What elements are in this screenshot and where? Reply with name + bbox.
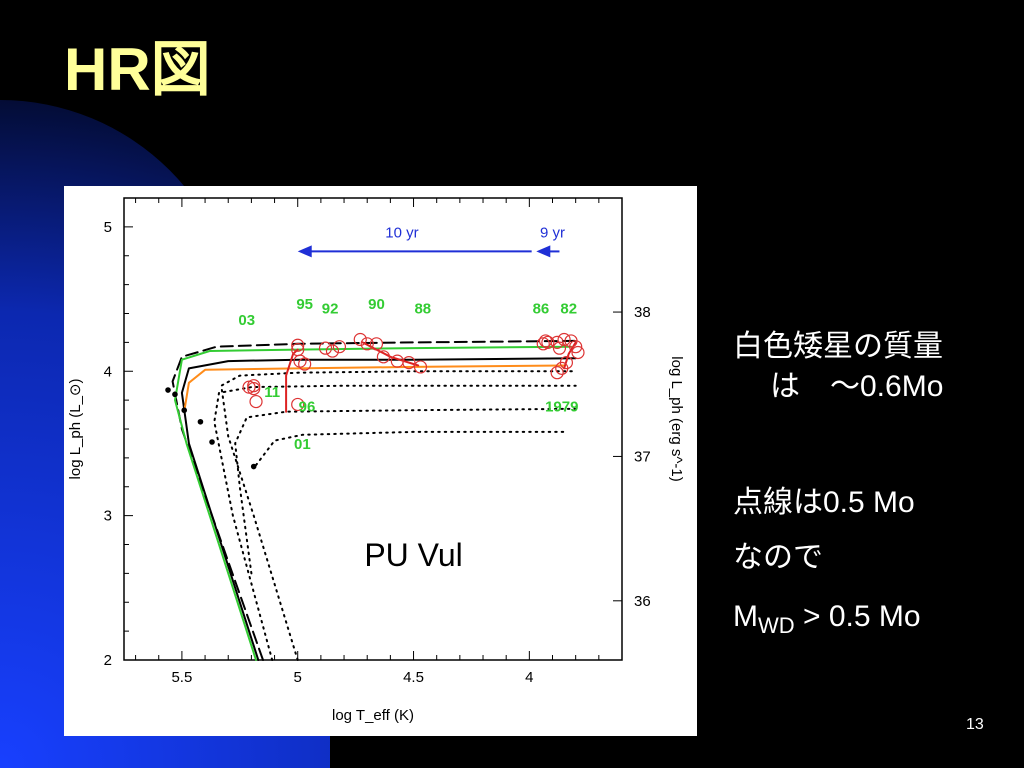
note-line-mwd: MWD > 0.5 Mo [733, 600, 921, 638]
year-label-86: 86 [533, 301, 550, 318]
observation-point [376, 350, 391, 364]
observation-point [247, 381, 261, 396]
plot-frame [123, 197, 623, 661]
note-line-3: 点線は0.5 Mo [733, 486, 915, 519]
time-arrow-label-0: 10 yr [385, 224, 418, 241]
series-line-6 [234, 407, 577, 575]
observation-point [413, 360, 428, 374]
observation-point [571, 345, 585, 360]
x-tick-label: 4 [525, 669, 533, 686]
observation-point [552, 341, 567, 355]
track-start-point [172, 391, 178, 398]
series-line-3 [183, 364, 566, 413]
year-label-82: 82 [560, 301, 577, 318]
page-number: 13 [966, 716, 984, 733]
observation-point [353, 332, 367, 347]
observation-point [332, 340, 347, 354]
note-line-4: なので [733, 541, 823, 574]
note-line-1: 白色矮星の質量 [733, 330, 943, 363]
series-line-8 [285, 348, 299, 413]
observation-point [291, 338, 305, 352]
track-start-point [250, 463, 257, 470]
observation-point [291, 397, 305, 412]
track-start-point [197, 418, 204, 425]
observation-point [293, 354, 307, 368]
track-start-point [209, 439, 215, 445]
y-tick-label: 5 [104, 219, 112, 236]
series-line-1 [180, 357, 577, 661]
x-tick-label: 5 [294, 669, 302, 686]
year-label-88: 88 [414, 301, 431, 318]
observation-point [402, 355, 416, 370]
mwd-subscript: WD [758, 613, 795, 638]
mwd-relation: > 0.5 Mo [794, 600, 921, 633]
series-line-5 [213, 384, 577, 661]
hr-diagram-chart: 5.5 5 4.5 4 2 3 4 5 36 37 38 log T_eff (K) log L_ph … [64, 186, 697, 736]
series-line-0 [171, 339, 577, 661]
y2-tick-label: 37 [634, 448, 651, 465]
year-label-92: 92 [322, 301, 339, 318]
observation-point [325, 344, 340, 358]
time-arrow-head-0 [297, 245, 312, 258]
y2-axis-title: log L_ph (erg s^-1) [668, 356, 685, 481]
observation-point [550, 366, 564, 380]
y-axis-title: log L_ph (L_⊙) [67, 379, 84, 480]
y2-tick-label: 38 [634, 304, 651, 321]
observation-point [247, 379, 261, 393]
track-start-point [181, 407, 188, 414]
time-arrow-label-1: 9 yr [540, 224, 565, 241]
hr-diagram-svg: 5.5 5 4.5 4 2 3 4 5 36 37 38 log T_eff (K) log L_ph … [67, 197, 685, 724]
observation-point [541, 335, 555, 349]
observation-point [318, 341, 333, 355]
y-tick-label: 4 [104, 363, 112, 380]
track-start-point [165, 387, 171, 393]
observation-point [249, 394, 263, 409]
y-tick-label: 3 [104, 508, 112, 525]
x-tick-label: 4.5 [403, 669, 424, 686]
year-label-03: 03 [238, 312, 255, 329]
series-line-7 [255, 430, 566, 467]
series-line-4 [220, 370, 577, 661]
y2-tick-label: 36 [634, 593, 651, 610]
year-label-11: 11 [264, 384, 280, 401]
x-tick-label: 5.5 [171, 669, 192, 686]
observation-point [369, 337, 384, 351]
y-tick-label: 2 [104, 652, 112, 669]
year-label-96: 96 [299, 399, 316, 416]
slide-title: HR図 [64, 36, 211, 103]
year-label-1979: 1979 [545, 399, 578, 416]
note-line-2: は ～0.6Mo [770, 370, 944, 403]
observation-point [550, 335, 564, 349]
series-line-2 [174, 345, 572, 661]
year-label-95: 95 [296, 296, 313, 313]
observation-point [360, 337, 374, 351]
observation-point [557, 332, 571, 347]
year-label-90: 90 [368, 296, 385, 313]
year-label-01: 01 [294, 436, 311, 453]
x-axis-title: log T_eff (K) [332, 707, 414, 724]
time-arrow-head-1 [536, 245, 551, 258]
mwd-symbol: M [733, 600, 758, 633]
observation-point [569, 340, 583, 354]
observation-point [555, 361, 569, 375]
star-name-annotation: PU Vul [364, 537, 462, 573]
